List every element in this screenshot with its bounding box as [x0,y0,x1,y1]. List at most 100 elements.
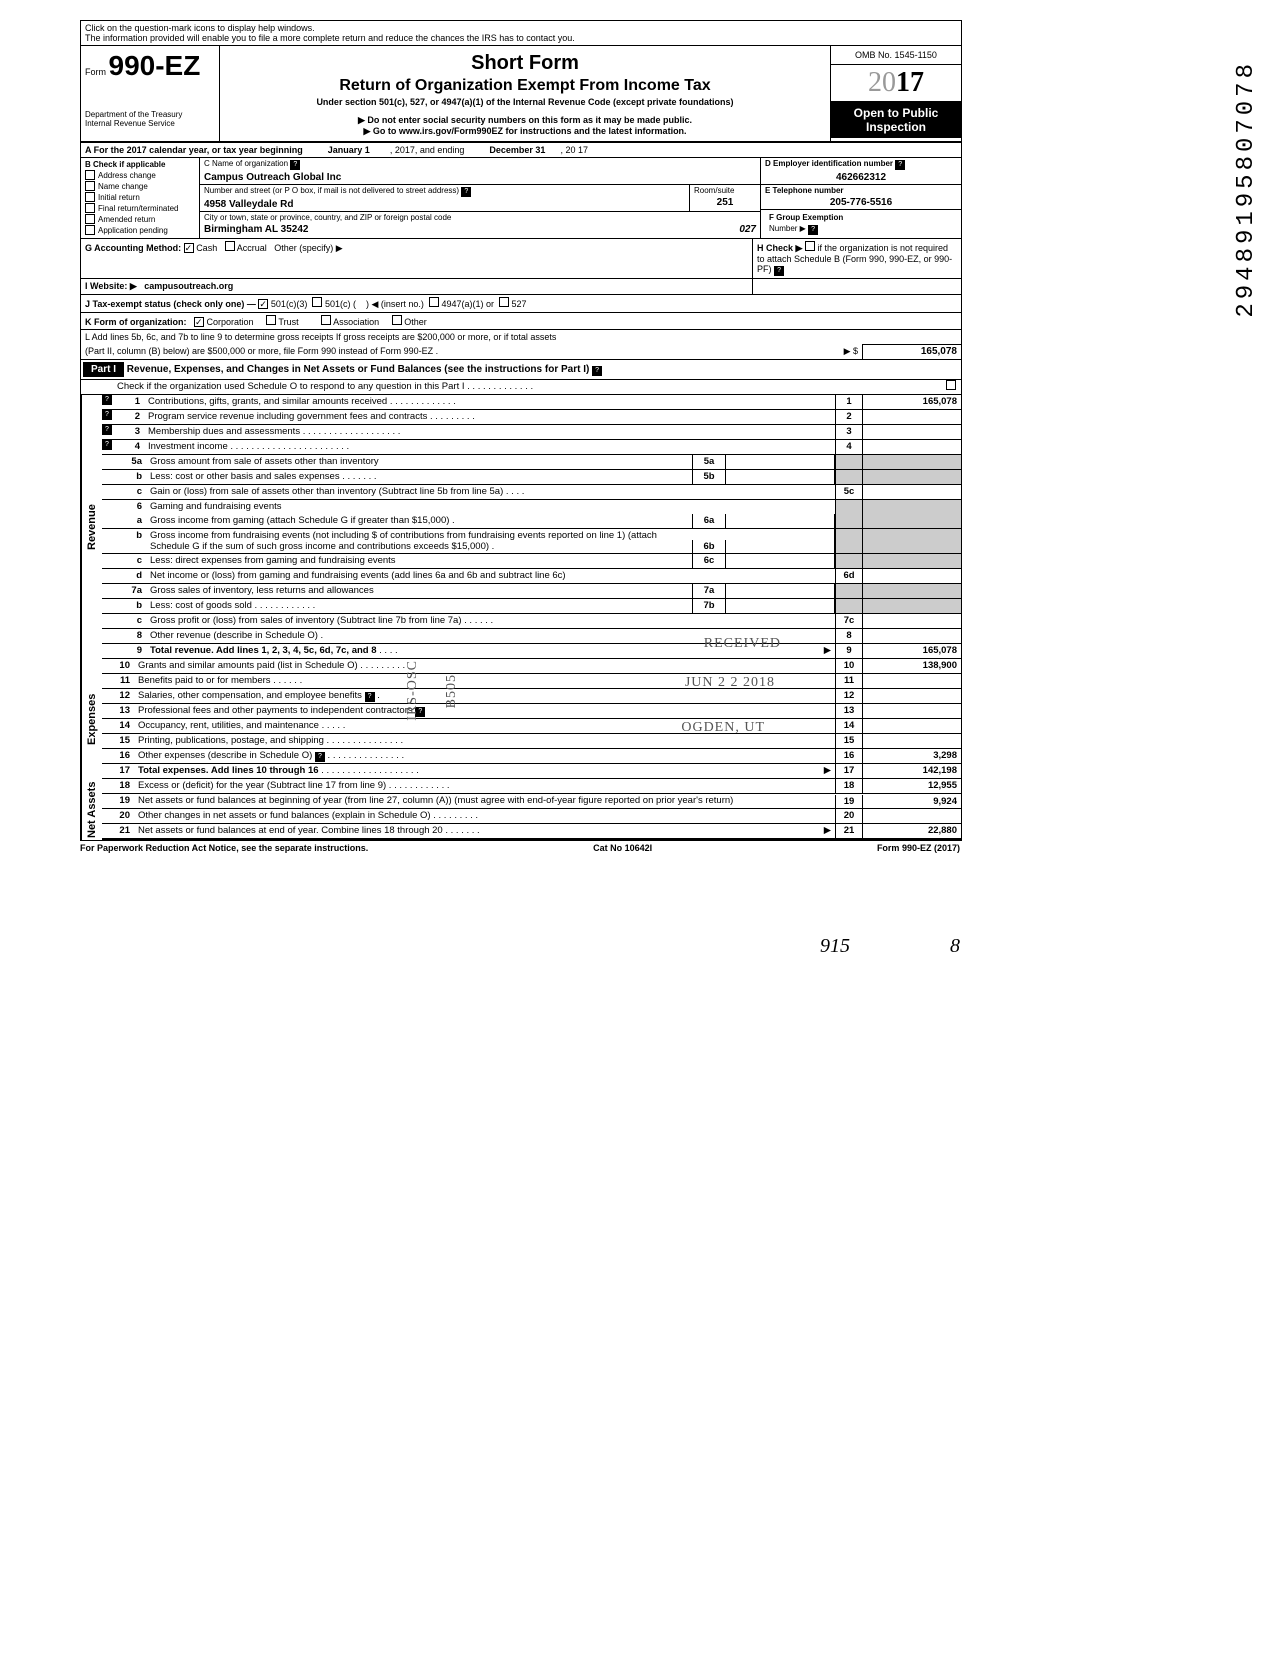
form-ref: Form 990-EZ (2017) [877,843,960,853]
checkbox-527-icon[interactable] [499,297,509,307]
line-desc: Less: cost or other basis and sales expe… [146,470,692,484]
help-icon[interactable]: ? [315,752,325,762]
year-prefix: 20 [868,67,896,98]
help-icon[interactable]: ? [102,395,112,405]
inline-box: 6b [692,540,726,553]
line-i-row: I Website: ▶ campusoutreach.org [81,279,961,295]
subtitle: Under section 501(c), 527, or 4947(a)(1)… [224,97,826,107]
check-initial-return[interactable]: Initial return [85,192,195,202]
line-desc: Gross income from gaming (attach Schedul… [146,514,692,528]
num-box-shaded [835,584,862,598]
line-6d: dNet income or (loss) from gaming and fu… [102,569,961,584]
short-form-title: Short Form [224,52,826,75]
check-final-return[interactable]: Final return/terminated [85,203,195,213]
inline-val [726,455,835,469]
inline-val [726,470,835,484]
help-icon[interactable]: ? [895,160,905,170]
bottom-marks: 915 8 [80,935,960,958]
paperwork-notice: For Paperwork Reduction Act Notice, see … [80,843,368,853]
checkbox-schedule-o-icon[interactable] [946,380,956,390]
checkbox-trust-icon[interactable] [266,315,276,325]
section-b-checks: B Check if applicable Address change Nam… [81,158,200,238]
num-box: 10 [835,659,862,673]
inline-box: 5b [692,470,726,484]
line-20: 20Other changes in net assets or fund ba… [102,809,961,824]
num-box: 11 [835,674,862,688]
line-num: 2 [112,410,144,424]
help-icon[interactable]: ? [461,187,471,197]
val-box [862,629,961,643]
line-desc: Net assets or fund balances at end of ye… [134,824,835,838]
line-3: ?3Membership dues and assessments . . . … [102,425,961,440]
treasury-dept: Department of the Treasury Internal Reve… [85,110,215,128]
room-label: Room/suite [690,185,760,196]
line-h-continued [753,279,961,294]
help-icon[interactable]: ? [365,692,375,702]
num-box: 6d [835,569,862,583]
num-box: 2 [835,410,862,424]
checkbox-icon [85,214,95,224]
check-amended[interactable]: Amended return [85,214,195,224]
checkbox-icon [85,170,95,180]
help-icon[interactable]: ? [102,425,112,435]
opt-4947: 4947(a)(1) or [441,299,494,309]
city-label: City or town, state or province, country… [200,212,760,223]
checkbox-accrual-icon[interactable] [225,241,235,251]
checkbox-501c3-icon[interactable] [258,299,268,309]
section-c: C Name of organization ? Campus Outreach… [200,158,761,238]
line-9: 9Total revenue. Add lines 1, 2, 3, 4, 5c… [102,644,961,659]
checkbox-4947-icon[interactable] [429,297,439,307]
help-icon[interactable]: ? [592,366,602,376]
check-app-pending[interactable]: Application pending [85,225,195,235]
checkbox-corp-icon[interactable] [194,317,204,327]
cash-label: Cash [196,243,217,253]
line-num: b [114,470,146,484]
city-state-zip: Birmingham AL 35242 [200,223,312,236]
line-desc: Gaming and fundraising events [146,500,835,514]
line-k: K Form of organization: Corporation Trus… [81,313,961,329]
check-label: Initial return [98,193,140,202]
check-name-change[interactable]: Name change [85,181,195,191]
line-7a: 7aGross sales of inventory, less returns… [102,584,961,599]
checkbox-h-icon[interactable] [805,241,815,251]
num-box-shaded [835,514,862,528]
checkbox-other-icon[interactable] [392,315,402,325]
val-box: 142,198 [862,764,961,778]
line-num: 18 [102,779,134,793]
inline-box: 7b [692,599,726,613]
line-a-label: A For the 2017 calendar year, or tax yea… [85,145,303,155]
help-icon[interactable]: ? [774,266,784,276]
checkbox-icon [85,203,95,213]
arrow-icon: ▶ [824,765,831,776]
part-1-header: Part I Revenue, Expenses, and Changes in… [81,360,961,380]
help-icon[interactable]: ? [102,440,112,450]
num-box: 5c [835,485,862,499]
line-5b: bLess: cost or other basis and sales exp… [102,470,961,485]
checkbox-cash-icon[interactable] [184,243,194,253]
num-box-shaded [835,529,862,553]
help-icon[interactable]: ? [102,410,112,420]
form-number: Form 990-EZ [85,50,215,82]
val-box [862,569,961,583]
num-box: 19 [835,795,862,808]
group-exemption-label: F Group Exemption [765,212,957,223]
section-b-header: B Check if applicable [85,160,195,169]
line-12: 12Salaries, other compensation, and empl… [102,689,961,704]
num-box: 17 [835,764,862,778]
val-box [862,425,961,439]
checkbox-assoc-icon[interactable] [321,315,331,325]
help-icon[interactable]: ? [290,160,300,170]
line-l-value: 165,078 [862,344,961,359]
line-i: I Website: ▶ campusoutreach.org [81,279,753,294]
check-address-change[interactable]: Address change [85,170,195,180]
line-6: 6Gaming and fundraising events [102,500,961,514]
code-027: 027 [735,223,760,236]
num-box: 18 [835,779,862,793]
checkbox-501c-icon[interactable] [312,297,322,307]
val-box: 3,298 [862,749,961,763]
tax-year: 2017 [831,65,961,102]
line-7b: bLess: cost of goods sold . . . . . . . … [102,599,961,614]
help-icon[interactable]: ? [808,225,818,235]
part-1-check-row: Check if the organization used Schedule … [81,380,961,395]
val-box-shaded [862,584,961,598]
